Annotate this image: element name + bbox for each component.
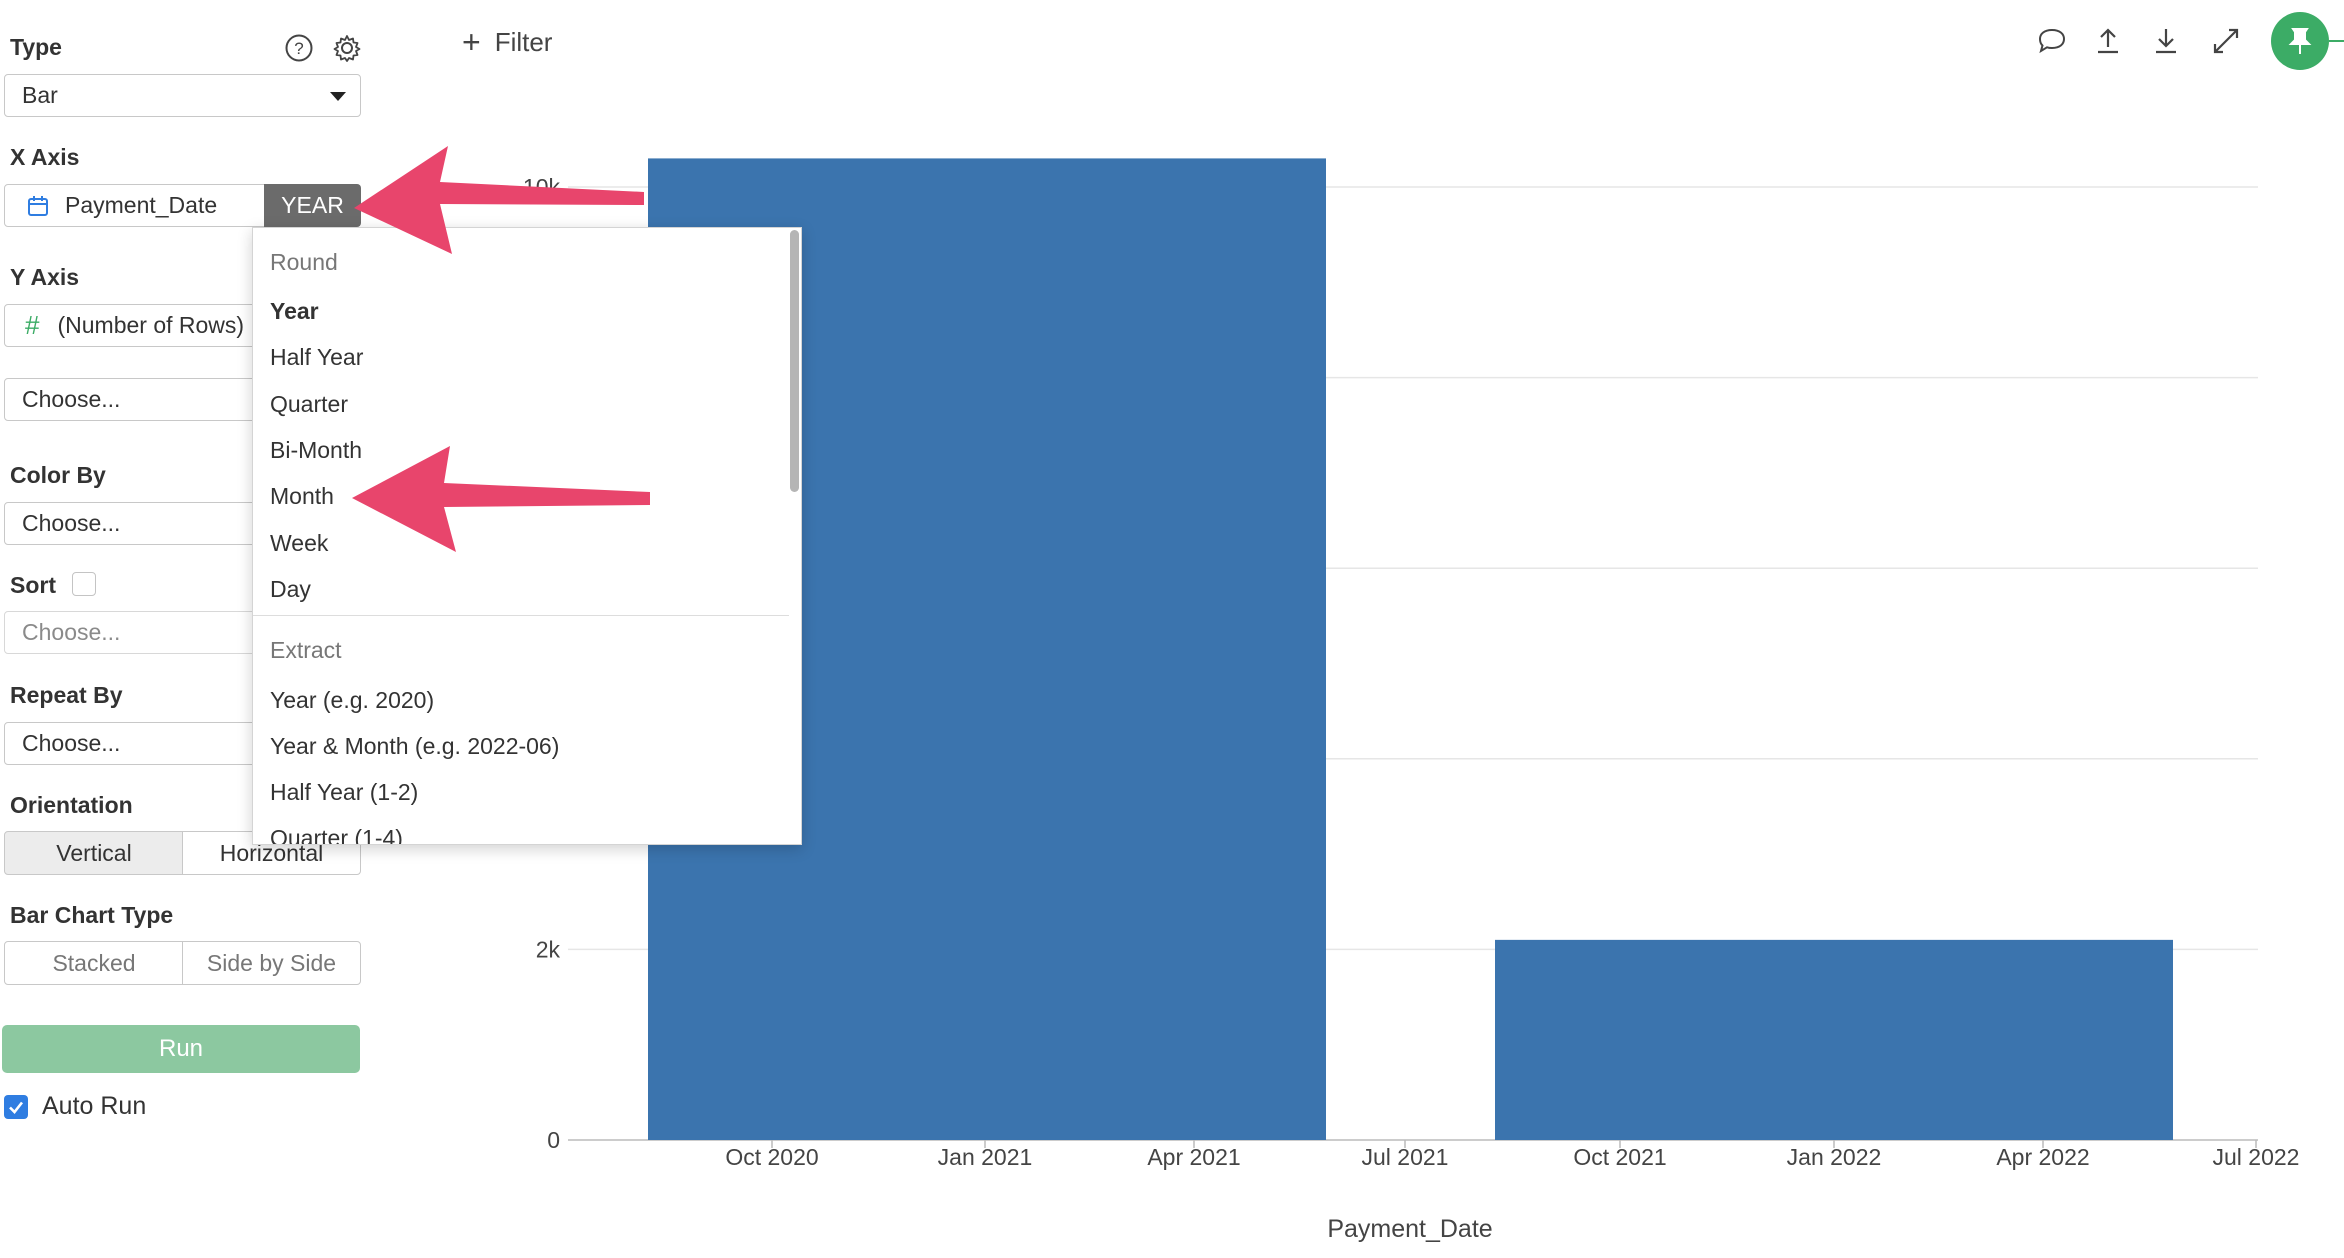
y-tick-label: 2k (536, 936, 561, 962)
extract-option-year-month[interactable]: Year & Month (e.g. 2022-06) (270, 733, 560, 759)
upload-icon[interactable] (2092, 25, 2124, 57)
filter-label: Filter (494, 26, 553, 57)
orientation-label: Orientation (10, 792, 133, 818)
number-icon: # (25, 310, 40, 340)
color-by-placeholder: Choose... (22, 510, 121, 536)
bar-2 (1495, 939, 2173, 1140)
round-option-half-year[interactable]: Half Year (270, 344, 364, 370)
x-tick-label: Oct 2021 (1573, 1144, 1666, 1170)
bar-type-stacked-button[interactable]: Stacked (4, 941, 184, 985)
round-option-quarter[interactable]: Quarter (270, 391, 348, 417)
extract-option-year[interactable]: Year (e.g. 2020) (270, 687, 435, 713)
x-axis-field-name: Payment_Date (65, 192, 218, 218)
color-by-label: Color By (10, 462, 106, 488)
pin-icon (2288, 28, 2312, 54)
round-option-year[interactable]: Year (270, 298, 319, 324)
chevron-down-icon (330, 92, 346, 101)
download-icon[interactable] (2150, 25, 2182, 57)
x-tick-label: Jan 2021 (938, 1144, 1033, 1170)
pin-button[interactable] (2271, 12, 2329, 70)
y-axis-extra-placeholder: Choose... (22, 386, 121, 412)
x-tick-label: Apr 2021 (1147, 1144, 1240, 1170)
menu-divider (253, 615, 789, 616)
y-tick-label: 0 (547, 1127, 560, 1153)
y-tick-label: 10k (523, 174, 561, 200)
x-axis-title: Payment_Date (1327, 1215, 1492, 1243)
chart-type-value: Bar (22, 82, 58, 108)
add-filter-button[interactable]: + Filter (462, 26, 552, 58)
type-label: Type (10, 34, 62, 60)
sort-placeholder: Choose... (22, 619, 121, 645)
gear-icon[interactable] (332, 33, 362, 63)
menu-scrollbar[interactable] (790, 230, 799, 492)
y-axis-field-name: (Number of Rows) (57, 312, 245, 338)
chart-type-select[interactable]: Bar (4, 74, 361, 117)
x-tick-label: Jan 2022 (1787, 1144, 1882, 1170)
help-icon[interactable]: ? (284, 33, 314, 63)
sort-label: Sort (10, 572, 56, 598)
auto-run-checkbox[interactable] (4, 1094, 28, 1119)
x-axis-label: X Axis (10, 144, 80, 170)
round-header: Round (270, 249, 338, 275)
expand-icon[interactable] (2210, 25, 2242, 57)
round-option-week[interactable]: Week (270, 530, 329, 556)
y-axis-label: Y Axis (10, 264, 80, 290)
repeat-by-placeholder: Choose... (22, 730, 121, 756)
extract-option-quarter[interactable]: Quarter (1-4) (270, 825, 403, 845)
run-button[interactable]: Run (2, 1025, 360, 1073)
bar-chart-type-label: Bar Chart Type (10, 902, 174, 928)
round-option-month[interactable]: Month (270, 483, 334, 509)
extract-header: Extract (270, 637, 342, 663)
x-axis-field[interactable]: Payment_Date (4, 184, 266, 227)
x-tick-label: Apr 2022 (1996, 1144, 2089, 1170)
x-tick-label: Jul 2022 (2213, 1144, 2300, 1170)
plus-icon: + (462, 24, 481, 60)
round-option-bi-month[interactable]: Bi-Month (270, 437, 363, 463)
extract-option-half-year[interactable]: Half Year (1-2) (270, 779, 419, 805)
auto-run-toggle[interactable]: Auto Run (4, 1092, 146, 1121)
aggregation-dropdown: Round Year Half Year Quarter Bi-Month Mo… (252, 227, 802, 845)
bar-type-side-by-side-button[interactable]: Side by Side (182, 941, 361, 985)
x-tick-label: Jul 2021 (1362, 1144, 1449, 1170)
auto-run-label: Auto Run (42, 1092, 147, 1120)
svg-text:?: ? (294, 39, 303, 58)
calendar-icon (28, 195, 48, 216)
x-axis-aggregation-button[interactable]: YEAR (264, 184, 361, 227)
orientation-vertical-button[interactable]: Vertical (4, 831, 184, 875)
panel-edge-line (2329, 40, 2344, 42)
check-icon (9, 1101, 24, 1114)
x-tick-label: Oct 2020 (725, 1144, 818, 1170)
sort-checkbox[interactable] (72, 572, 96, 596)
round-option-day[interactable]: Day (270, 576, 311, 602)
repeat-by-label: Repeat By (10, 682, 123, 708)
comment-icon[interactable] (2036, 25, 2068, 57)
